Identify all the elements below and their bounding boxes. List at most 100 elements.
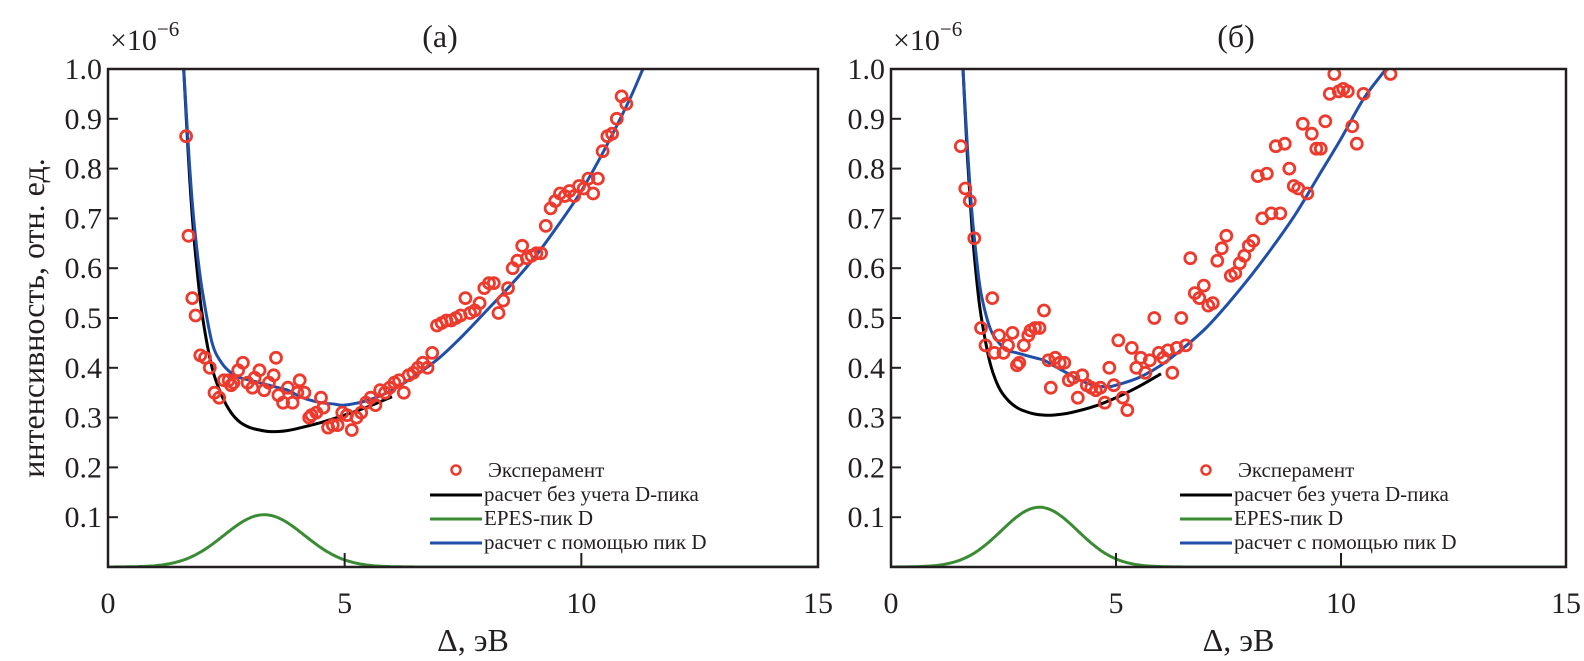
y-tick-label: 0.4 [848, 352, 886, 385]
y-tick-label: 0.7 [848, 202, 886, 235]
y-tick-label: 0.4 [65, 352, 103, 385]
experiment-point [316, 400, 331, 415]
experiment-point [515, 238, 530, 253]
experiment-point [1093, 380, 1108, 395]
experiment-point [1032, 321, 1047, 335]
x-tick-label: 0 [101, 587, 116, 620]
experiment-point [534, 246, 548, 261]
experiment-point [1111, 333, 1126, 348]
plot-area [108, 69, 818, 567]
legend-label: EPES-пик D [1234, 506, 1343, 530]
experiment-point [425, 345, 440, 360]
legend-label: Эксперамент [1238, 458, 1354, 482]
plot-area [891, 69, 1566, 567]
y-tick-label: 1.0 [848, 53, 886, 86]
experiment-point [1345, 119, 1360, 134]
panel-title: (a) [422, 18, 458, 54]
legend-label: расчет с помощью пик D [484, 530, 707, 554]
y-tick-label: 0.1 [848, 501, 886, 534]
experiment-point [974, 321, 988, 335]
y-tick-label: 0.8 [65, 153, 103, 186]
experiment-point [181, 228, 196, 243]
legend-label: расчет без учета D-пика [484, 482, 699, 506]
curve-with-peak [182, 69, 645, 407]
experiment-point [1327, 69, 1342, 81]
experiment-point [1169, 340, 1184, 355]
y-tick-label: 0.8 [848, 153, 886, 186]
experiment-point [330, 418, 345, 433]
experiment-point [609, 111, 624, 126]
experiment-point [978, 338, 993, 353]
panel-title: (б) [1217, 18, 1255, 54]
y-axis-label: интенсивность, отн. ед. [15, 158, 51, 477]
x-tick-label: 5 [1109, 587, 1124, 620]
experiment-point [962, 194, 977, 208]
experiment-point [252, 363, 267, 378]
experiment-point [1322, 87, 1337, 101]
y-multiplier-exponent: −6 [157, 17, 179, 41]
experiment-point [1066, 370, 1081, 385]
experiment-point [992, 328, 1006, 343]
experiment-point [501, 281, 515, 296]
experiment-point [538, 218, 553, 233]
experiment-point [1057, 355, 1072, 370]
experiment-point [1205, 296, 1220, 311]
y-tick-label: 0.5 [848, 302, 886, 335]
y-multiplier: ×10−6 [110, 17, 179, 57]
y-multiplier-base: ×10 [110, 24, 157, 57]
y-tick-label: 0.3 [65, 402, 103, 435]
experiment-point [1246, 233, 1261, 248]
experiment-point [458, 291, 473, 306]
experiment-point [1300, 186, 1315, 201]
experiment-point [1356, 87, 1371, 101]
experiment-point [188, 308, 203, 323]
experiment-point [202, 360, 217, 375]
x-tick-label: 10 [1326, 587, 1356, 620]
x-tick-label: 0 [884, 587, 899, 620]
experiment-point [1304, 126, 1319, 141]
experiment-point [985, 291, 1000, 306]
experiment-point [1214, 241, 1229, 256]
experiment-point [1012, 355, 1027, 370]
experiment-point [1160, 343, 1175, 358]
experiment-point [276, 395, 291, 410]
experiment-point [987, 345, 1002, 360]
y-tick-label: 0.9 [848, 103, 886, 136]
experiment-point [1250, 169, 1265, 184]
experiment-point [958, 181, 973, 196]
experiment-point [1178, 338, 1193, 353]
experiment-point [1097, 395, 1112, 410]
experiment-point [486, 276, 501, 291]
experiment-point [297, 385, 312, 400]
legend-label: EPES-пик D [484, 506, 593, 530]
experiment-point [496, 293, 511, 308]
experiment-point [1138, 365, 1153, 380]
experiment-point [1313, 141, 1328, 156]
plot-frame [889, 67, 1568, 569]
experiment-point [1309, 141, 1324, 156]
experiment-point [266, 368, 281, 383]
experiment-point [1115, 390, 1130, 405]
experiment-point [1070, 390, 1085, 405]
x-tick-label: 15 [803, 587, 833, 620]
experiment-point [1174, 311, 1189, 325]
x-tick-label: 10 [566, 587, 596, 620]
legend-marker-experiment [450, 464, 462, 476]
x-axis-label: Δ, эВ [1203, 622, 1275, 658]
y-tick-label: 0.5 [65, 302, 103, 335]
experiment-point [605, 126, 619, 141]
experiment-point [595, 144, 610, 159]
experiment-point [224, 378, 239, 393]
experiment-point [1142, 353, 1157, 368]
experiment-point [1106, 378, 1121, 393]
experiment-point [619, 97, 634, 111]
experiment-point [1259, 166, 1274, 181]
experiment-point [212, 390, 227, 405]
experiment-point [1268, 139, 1283, 154]
experiment-point [1219, 228, 1234, 243]
experiment-point [1005, 325, 1020, 340]
experiment-point [1052, 355, 1067, 370]
experiment-point [1210, 253, 1225, 268]
